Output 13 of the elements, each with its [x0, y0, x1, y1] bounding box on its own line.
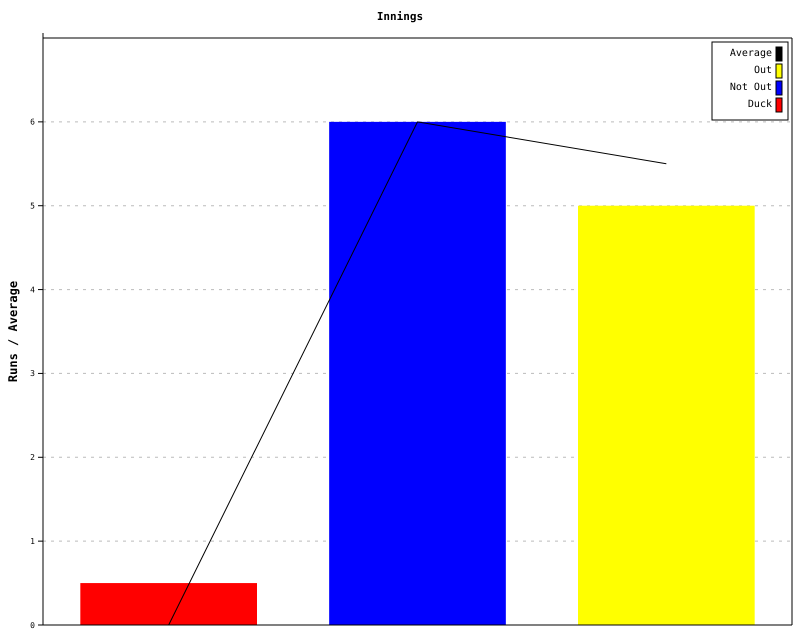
chart-title: Innings [376, 10, 424, 23]
y-tick-label: 0 [30, 620, 36, 630]
y-axis-title: Runs / Average [6, 280, 20, 382]
y-tick-label: 6 [30, 118, 36, 127]
y-tick-label: 5 [30, 202, 36, 211]
legend-label: Out [754, 65, 772, 76]
y-tick-label: 3 [30, 369, 36, 378]
legend-label: Duck [748, 99, 772, 110]
legend-label: Not Out [730, 82, 772, 93]
y-tick-label: 4 [30, 285, 36, 294]
y-tick-label: 1 [30, 536, 36, 546]
y-tick-label: 2 [30, 453, 36, 462]
legend-label: Average [730, 48, 772, 59]
